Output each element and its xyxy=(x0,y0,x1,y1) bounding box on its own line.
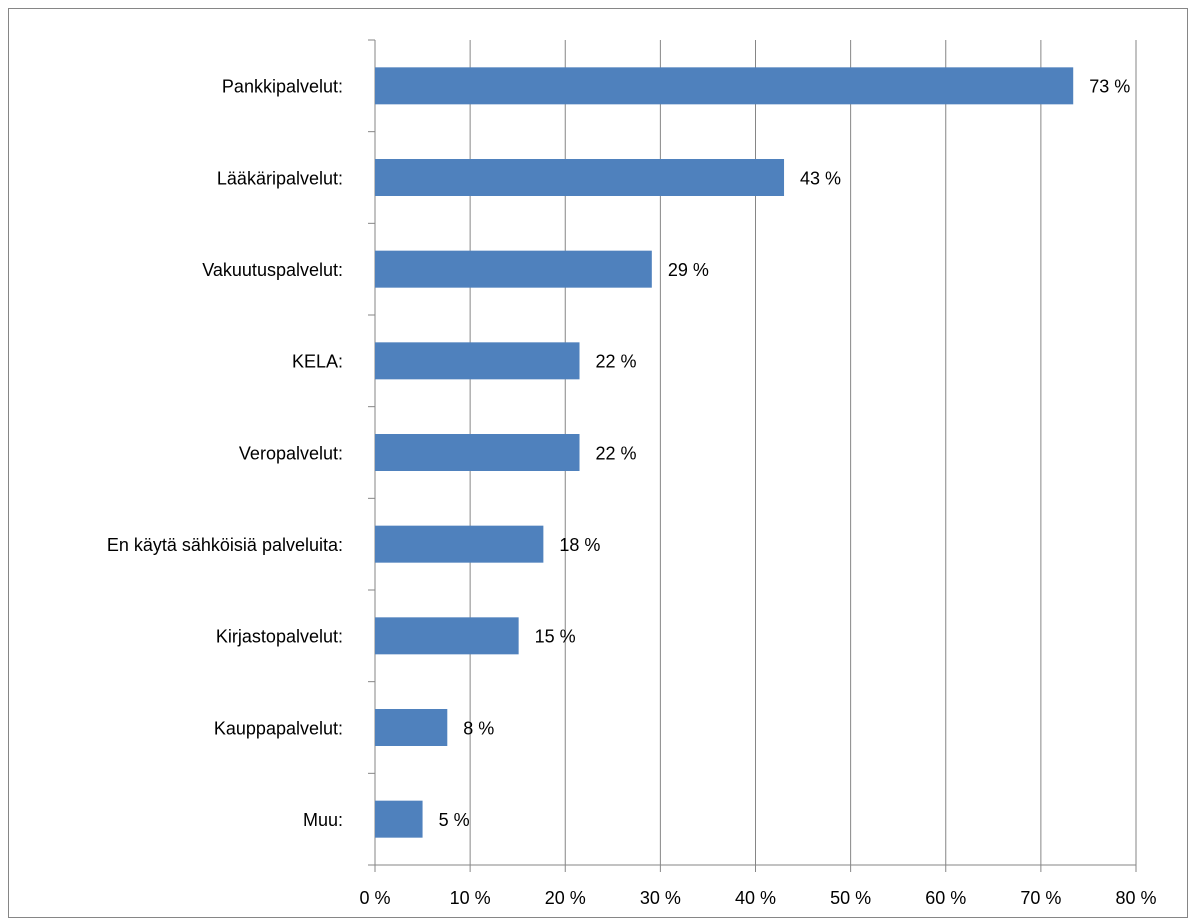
y-tick-label: Veropalvelut: xyxy=(239,443,343,463)
y-tick-label: Vakuutuspalvelut: xyxy=(202,260,343,280)
y-tick-label: KELA: xyxy=(292,352,343,372)
bar xyxy=(375,800,423,838)
x-tick-label: 20 % xyxy=(545,888,586,908)
data-label: 43 % xyxy=(800,168,841,188)
bar xyxy=(375,434,580,471)
y-tick-label: Kirjastopalvelut: xyxy=(216,627,343,647)
x-tick-label: 30 % xyxy=(640,888,681,908)
data-label: 15 % xyxy=(535,627,576,647)
y-tick-label: Pankkipalvelut: xyxy=(222,77,343,97)
data-label: 18 % xyxy=(559,535,600,555)
x-tick-label: 0 % xyxy=(359,888,390,908)
bar xyxy=(375,617,519,655)
y-tick-label: Muu: xyxy=(303,810,343,830)
x-tick-label: 60 % xyxy=(925,888,966,908)
y-tick-label: En käytä sähköisiä palveluita: xyxy=(107,535,343,555)
x-tick-label: 70 % xyxy=(1020,888,1061,908)
bar xyxy=(375,250,652,288)
data-label: 73 % xyxy=(1089,77,1130,97)
bar xyxy=(375,159,785,196)
x-tick-label: 40 % xyxy=(735,888,776,908)
data-label: 29 % xyxy=(668,260,709,280)
x-tick-label: 50 % xyxy=(830,888,871,908)
bar xyxy=(375,342,580,380)
data-label: 8 % xyxy=(463,718,494,738)
bar xyxy=(375,525,544,563)
bar xyxy=(375,709,448,746)
x-tick-label: 10 % xyxy=(450,888,491,908)
bar xyxy=(375,67,1074,105)
data-label: 22 % xyxy=(596,352,637,372)
data-label: 5 % xyxy=(439,810,470,830)
y-tick-label: Lääkäripalvelut: xyxy=(217,168,343,188)
x-tick-label: 80 % xyxy=(1115,888,1156,908)
y-tick-label: Kauppapalvelut: xyxy=(214,718,343,738)
data-label: 22 % xyxy=(596,443,637,463)
